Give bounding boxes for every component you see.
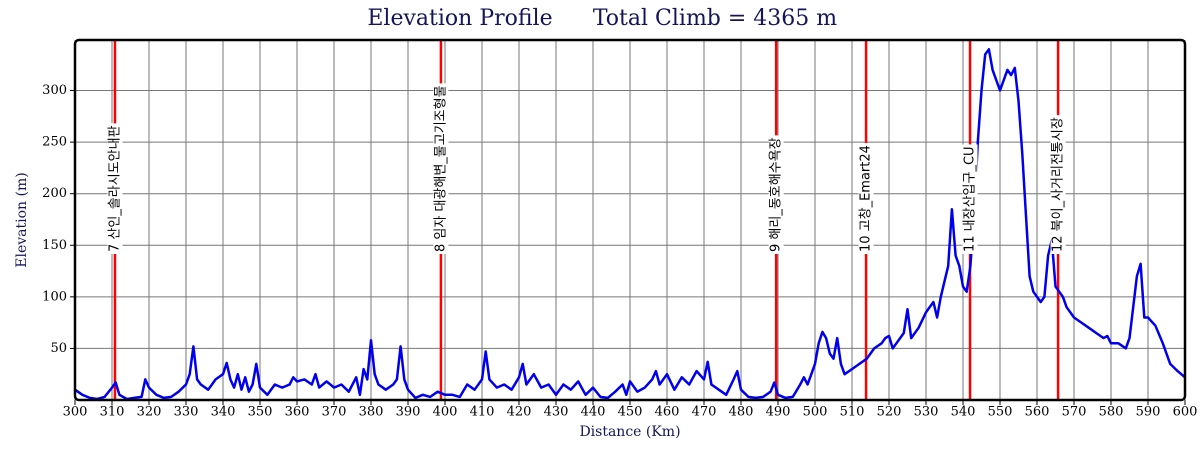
waypoint-label-text: 11 내장산입구_CU (963, 146, 978, 252)
x-axis-label: Distance (Km) (579, 424, 680, 440)
chart-subtitle: Total Climb = 4365 m (593, 6, 837, 31)
x-tick-label: 330 (174, 405, 199, 420)
x-tick-label: 550 (988, 405, 1013, 420)
waypoint-label-text: 8 임자 대광해변_물고기조형물 (433, 85, 448, 252)
x-tick-label: 590 (1136, 405, 1161, 420)
y-tick-label: 250 (42, 135, 67, 150)
waypoint-label-bg (433, 83, 449, 254)
x-tick-label: 440 (581, 405, 606, 420)
waypoint-label-bg (962, 144, 978, 254)
x-tick-label: 430 (544, 405, 569, 420)
x-tick-label: 450 (618, 405, 643, 420)
y-tick-label: 200 (42, 186, 67, 201)
waypoint-label-text: 7 산인_솔라시도안내판 (107, 125, 122, 252)
x-tick-label: 520 (877, 405, 902, 420)
x-tick-label: 490 (766, 405, 791, 420)
x-tick-label: 370 (322, 405, 347, 420)
x-tick-label: 530 (914, 405, 939, 420)
waypoint-label: 7 산인_솔라시도안내판 (107, 123, 123, 254)
waypoint-label-text: 10 고창_Emart24 (859, 145, 874, 252)
x-tick-label: 300 (63, 405, 88, 420)
plot-frame (73, 38, 1187, 402)
x-tick-label: 470 (692, 405, 717, 420)
y-axis-label: Elevation (m) (14, 172, 30, 267)
x-tick-label: 600 (1173, 405, 1198, 420)
y-tick-label: 100 (42, 289, 67, 304)
y-tick-label: 50 (50, 341, 67, 356)
waypoint-label-bg (107, 123, 123, 254)
waypoint-label-bg (858, 143, 874, 254)
waypoint-label-text: 9 해리_동호해수욕장 (769, 137, 784, 252)
x-tick-label: 340 (211, 405, 236, 420)
x-tick-label: 380 (359, 405, 384, 420)
x-tick-label: 410 (470, 405, 495, 420)
x-tick-label: 460 (655, 405, 680, 420)
x-tick-label: 510 (840, 405, 865, 420)
x-tick-label: 350 (248, 405, 273, 420)
waypoint-label-text: 12 북이_사거리전통시장 (1051, 117, 1066, 252)
x-tick-label: 560 (1025, 405, 1050, 420)
x-tick-label: 390 (396, 405, 421, 420)
x-tick-label: 570 (1062, 405, 1087, 420)
x-tick-label: 400 (433, 405, 458, 420)
y-tick-label: 300 (42, 83, 67, 98)
y-tick-label: 150 (42, 238, 67, 253)
chart-title: Elevation Profile (367, 6, 552, 31)
elevation-line (74, 48, 1186, 401)
waypoint-label: 12 북이_사거리전통시장 (1050, 115, 1066, 254)
waypoint-label-bg (1050, 115, 1066, 254)
waypoint-label: 10 고창_Emart24 (858, 143, 874, 254)
waypoint-label: 11 내장산입구_CU (962, 144, 978, 254)
x-tick-label: 580 (1099, 405, 1124, 420)
x-tick-label: 310 (100, 405, 125, 420)
x-tick-label: 500 (803, 405, 828, 420)
x-tick-label: 480 (729, 405, 754, 420)
x-tick-label: 320 (137, 405, 162, 420)
waypoint-label: 8 임자 대광해변_물고기조형물 (433, 83, 449, 254)
x-tick-label: 540 (951, 405, 976, 420)
x-tick-label: 420 (507, 405, 532, 420)
waypoint-label-bg (768, 135, 784, 254)
x-tick-label: 360 (285, 405, 310, 420)
waypoint-label: 9 해리_동호해수욕장 (768, 135, 784, 254)
